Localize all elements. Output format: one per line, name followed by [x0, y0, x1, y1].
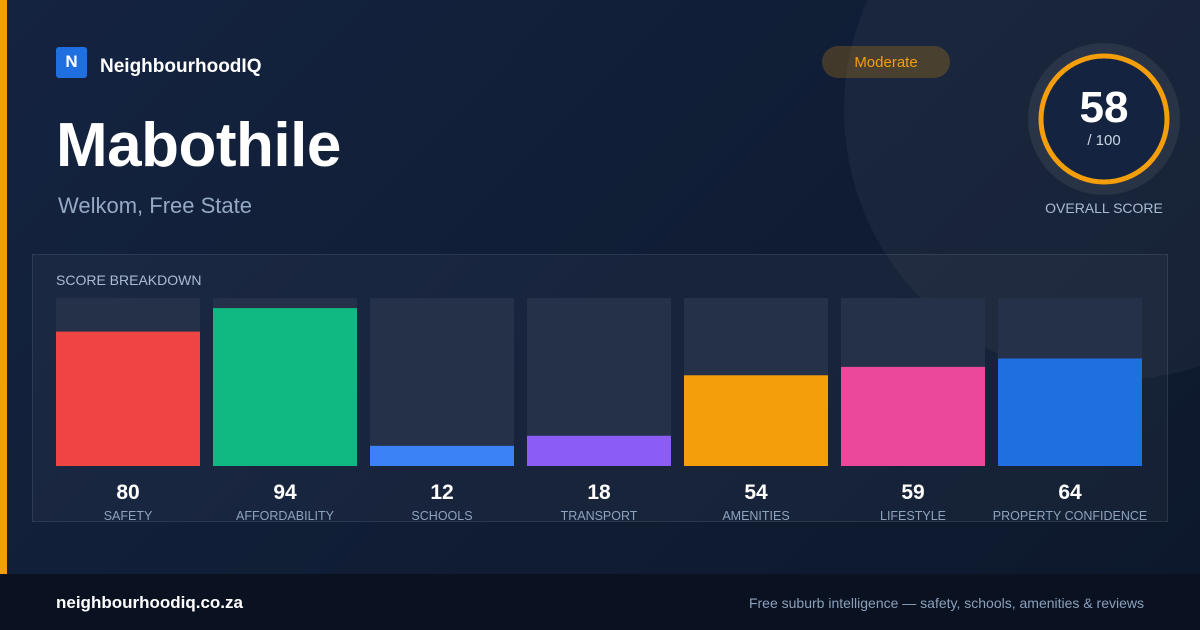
bar-value-label: 54 — [744, 481, 768, 504]
bar-value-label: 18 — [587, 481, 611, 504]
bar-category-label: TRANSPORT — [561, 509, 638, 523]
bar-category-label: SAFETY — [104, 509, 153, 523]
footer — [0, 574, 1200, 630]
overall-score-label: OVERALL SCORE — [1045, 200, 1163, 216]
bar-amenities — [684, 375, 828, 466]
brand-name: NeighbourhoodIQ — [100, 56, 262, 77]
bar-track — [370, 298, 514, 466]
suburb-location: Welkom, Free State — [58, 193, 252, 218]
bar-value-label: 80 — [116, 481, 139, 504]
gauge-inner — [1042, 57, 1166, 181]
score-breakdown-panel — [32, 254, 1168, 522]
bar-value-label: 94 — [273, 481, 297, 504]
bar-lifestyle — [841, 366, 985, 466]
bar-value-label: 12 — [430, 481, 453, 504]
bar-category-label: AFFORDABILITY — [236, 509, 335, 523]
accent-stripe — [0, 0, 7, 574]
bar-transport — [527, 435, 671, 466]
bar-safety — [56, 331, 200, 466]
bar-category-label: SCHOOLS — [411, 509, 472, 523]
bar-category-label: PROPERTY CONFIDENCE — [993, 509, 1147, 523]
footer-url[interactable]: neighbourhoodiq.co.za — [56, 593, 243, 612]
overall-score-value: 58 — [1079, 83, 1129, 132]
bar-value-label: 59 — [901, 481, 924, 504]
overall-score-max: / 100 — [1087, 132, 1121, 149]
bar-value-label: 64 — [1058, 481, 1082, 504]
footer-tagline: Free suburb intelligence — safety, schoo… — [748, 595, 1144, 611]
bar-schools — [370, 445, 514, 466]
brand-logo-icon: N — [56, 46, 87, 78]
brand: N NeighbourhoodIQ — [56, 46, 261, 78]
rating-badge: Moderate — [822, 46, 950, 78]
bar-affordability — [213, 308, 357, 466]
bar-category-label: LIFESTYLE — [880, 509, 946, 523]
suburb-name: Mabothile — [56, 111, 341, 180]
overall-score-gauge — [1028, 43, 1180, 195]
bar-category-label: AMENITIES — [722, 509, 789, 523]
bar-property-confidence — [998, 358, 1142, 466]
score-breakdown-title: SCORE BREAKDOWN — [56, 272, 202, 288]
gauge-ring — [1038, 53, 1170, 185]
